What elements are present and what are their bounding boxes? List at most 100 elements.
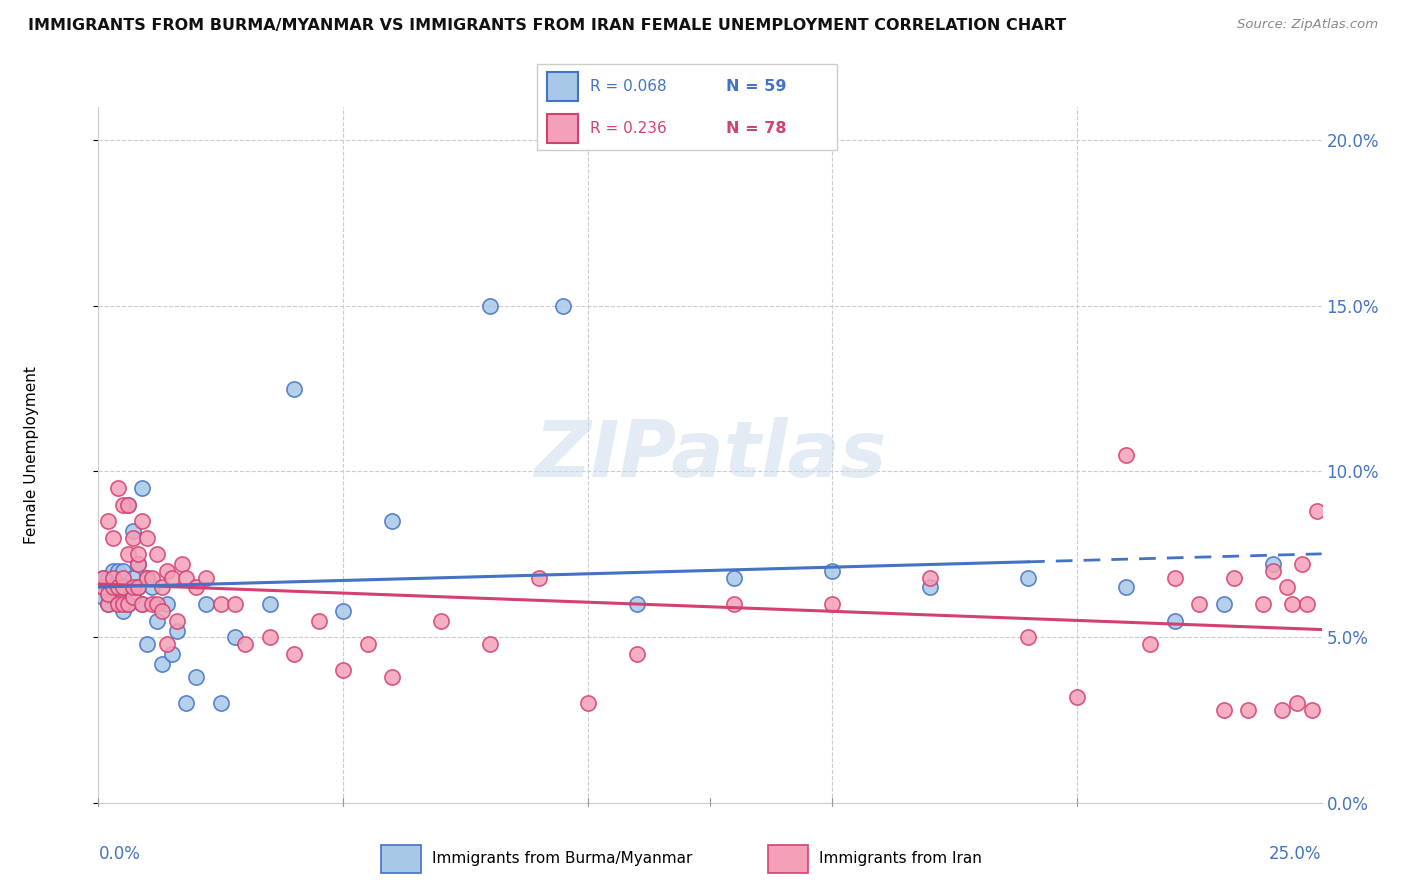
Text: ZIPatlas: ZIPatlas	[534, 417, 886, 493]
Point	[150, 657, 173, 671]
Point	[131, 481, 153, 495]
Point	[91, 570, 114, 584]
Point	[1115, 581, 1137, 595]
Point	[107, 481, 129, 495]
Point	[97, 581, 120, 595]
Point	[1222, 570, 1244, 584]
Point	[626, 597, 648, 611]
Point	[1277, 581, 1299, 595]
Point	[127, 581, 149, 595]
Point	[283, 647, 305, 661]
Point	[430, 614, 453, 628]
Point	[91, 570, 114, 584]
Point	[1306, 504, 1329, 518]
Point	[121, 581, 143, 595]
Point	[156, 597, 179, 611]
Point	[107, 581, 129, 595]
Point	[1017, 630, 1039, 644]
Point	[97, 587, 120, 601]
Point	[131, 597, 153, 611]
Point	[101, 564, 124, 578]
Point	[101, 531, 124, 545]
Point	[156, 564, 179, 578]
Point	[1281, 597, 1303, 611]
Point	[186, 581, 208, 595]
Point	[723, 570, 745, 584]
Point	[107, 574, 129, 588]
Point	[381, 670, 404, 684]
Point	[224, 630, 246, 644]
Point	[127, 558, 149, 572]
FancyBboxPatch shape	[537, 64, 838, 150]
Point	[136, 637, 159, 651]
Point	[166, 614, 188, 628]
Point	[259, 597, 281, 611]
Point	[170, 558, 193, 572]
Point	[224, 597, 246, 611]
Point	[308, 614, 330, 628]
Point	[136, 531, 159, 545]
Point	[91, 581, 114, 595]
Point	[195, 597, 218, 611]
Point	[1271, 703, 1294, 717]
Text: 0.0%: 0.0%	[98, 845, 141, 863]
Point	[478, 299, 501, 313]
Text: R = 0.068: R = 0.068	[591, 79, 666, 94]
Point	[146, 597, 169, 611]
Point	[101, 581, 124, 595]
Point	[117, 498, 139, 512]
Point	[1164, 570, 1187, 584]
Point	[176, 570, 198, 584]
Point	[186, 670, 208, 684]
Point	[1115, 448, 1137, 462]
Point	[117, 581, 139, 595]
Text: Immigrants from Burma/Myanmar: Immigrants from Burma/Myanmar	[432, 851, 692, 866]
Point	[209, 597, 232, 611]
Point	[1188, 597, 1211, 611]
Point	[121, 591, 143, 605]
Point	[1296, 597, 1319, 611]
Point	[160, 647, 183, 661]
Point	[111, 581, 134, 595]
Text: N = 59: N = 59	[725, 79, 786, 94]
Point	[111, 591, 134, 605]
Point	[166, 624, 188, 638]
Text: Female Unemployment: Female Unemployment	[24, 366, 38, 544]
Point	[97, 514, 120, 528]
Point	[920, 570, 942, 584]
Text: IMMIGRANTS FROM BURMA/MYANMAR VS IMMIGRANTS FROM IRAN FEMALE UNEMPLOYMENT CORREL: IMMIGRANTS FROM BURMA/MYANMAR VS IMMIGRA…	[28, 18, 1066, 33]
Text: Source: ZipAtlas.com: Source: ZipAtlas.com	[1237, 18, 1378, 31]
Point	[97, 597, 120, 611]
Point	[1261, 558, 1284, 572]
Point	[121, 524, 143, 538]
Point	[121, 531, 143, 545]
Point	[141, 581, 163, 595]
Point	[1066, 690, 1088, 704]
Point	[117, 498, 139, 512]
Point	[209, 697, 232, 711]
Point	[160, 570, 183, 584]
Point	[1251, 597, 1274, 611]
Point	[121, 570, 143, 584]
Point	[146, 547, 169, 561]
Point	[131, 514, 153, 528]
Point	[101, 574, 124, 588]
Point	[233, 637, 256, 651]
Point	[1291, 558, 1313, 572]
Point	[111, 498, 134, 512]
Point	[97, 570, 120, 584]
Point	[626, 647, 648, 661]
Point	[553, 299, 575, 313]
Point	[283, 382, 305, 396]
Point	[127, 558, 149, 572]
Point	[141, 597, 163, 611]
Point	[127, 547, 149, 561]
Point	[136, 570, 159, 584]
Point	[381, 514, 404, 528]
Point	[527, 570, 550, 584]
Text: Immigrants from Iran: Immigrants from Iran	[820, 851, 983, 866]
Point	[1139, 637, 1161, 651]
Point	[107, 587, 129, 601]
Point	[259, 630, 281, 644]
Point	[1017, 570, 1039, 584]
